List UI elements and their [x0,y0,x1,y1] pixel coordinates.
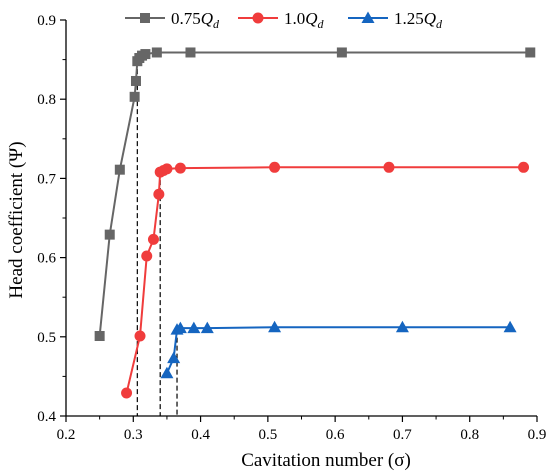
data-point [268,320,282,333]
x-tick-label: 0.2 [57,427,76,443]
data-point [269,161,281,173]
legend-label: 0.75Qd [171,9,220,31]
y-tick-label: 0.9 [37,13,56,29]
x-axis-title: Cavitation number (σ) [241,450,411,471]
y-tick-label: 0.6 [37,251,56,267]
legend-label: 1.25Qd [394,9,443,31]
x-tick-label: 0.6 [326,427,345,443]
x-tick-label: 0.4 [191,427,210,443]
x-tick-label: 0.9 [528,427,547,443]
data-point [525,47,536,58]
legend-marker [140,13,150,23]
data-point [174,162,186,174]
data-point [134,330,146,342]
data-point [200,321,214,334]
data-point [151,47,162,58]
data-point [161,163,173,175]
data-point [147,233,159,245]
plot-area: 0.2 0.3 0.4 0.5 0.6 0.7 0.8 0.9 0.4 0.5 0.6 0.7 0.8 0… [37,13,546,443]
x-tick-label: 0.7 [393,427,412,443]
data-point [503,320,517,333]
x-tick-label: 0.3 [124,427,143,443]
data-point [104,229,115,240]
data-point [173,321,187,334]
y-tick-label: 0.5 [37,330,56,346]
y-axis-title: Head coefficient (Ψ) [6,141,27,298]
data-point [94,331,105,342]
data-point [518,161,530,173]
legend-label: 1.0Qd [284,9,325,31]
data-point [141,250,153,262]
data-point [140,49,151,60]
data-point [160,366,174,379]
legend: 0.75Qd 1.0Qd 1.25Qd [125,9,443,31]
legend-marker [252,12,264,24]
data-point [114,164,125,175]
data-point [129,91,140,102]
x-tick-label: 0.8 [460,427,479,443]
data-point [395,320,409,333]
series-line [125,166,524,394]
data-point [167,351,181,364]
series-line [166,326,511,374]
x-tick-label: 0.5 [258,427,277,443]
data-point [187,321,201,334]
data-point [185,47,196,58]
y-tick-label: 0.7 [37,171,56,187]
y-tick-label: 0.4 [37,409,56,425]
data-point [130,75,141,86]
legend-marker [361,11,375,23]
data-point [383,161,395,173]
data-point [153,188,165,200]
y-tick-label: 0.8 [37,92,56,108]
data-point [336,47,347,58]
data-point [121,387,133,399]
